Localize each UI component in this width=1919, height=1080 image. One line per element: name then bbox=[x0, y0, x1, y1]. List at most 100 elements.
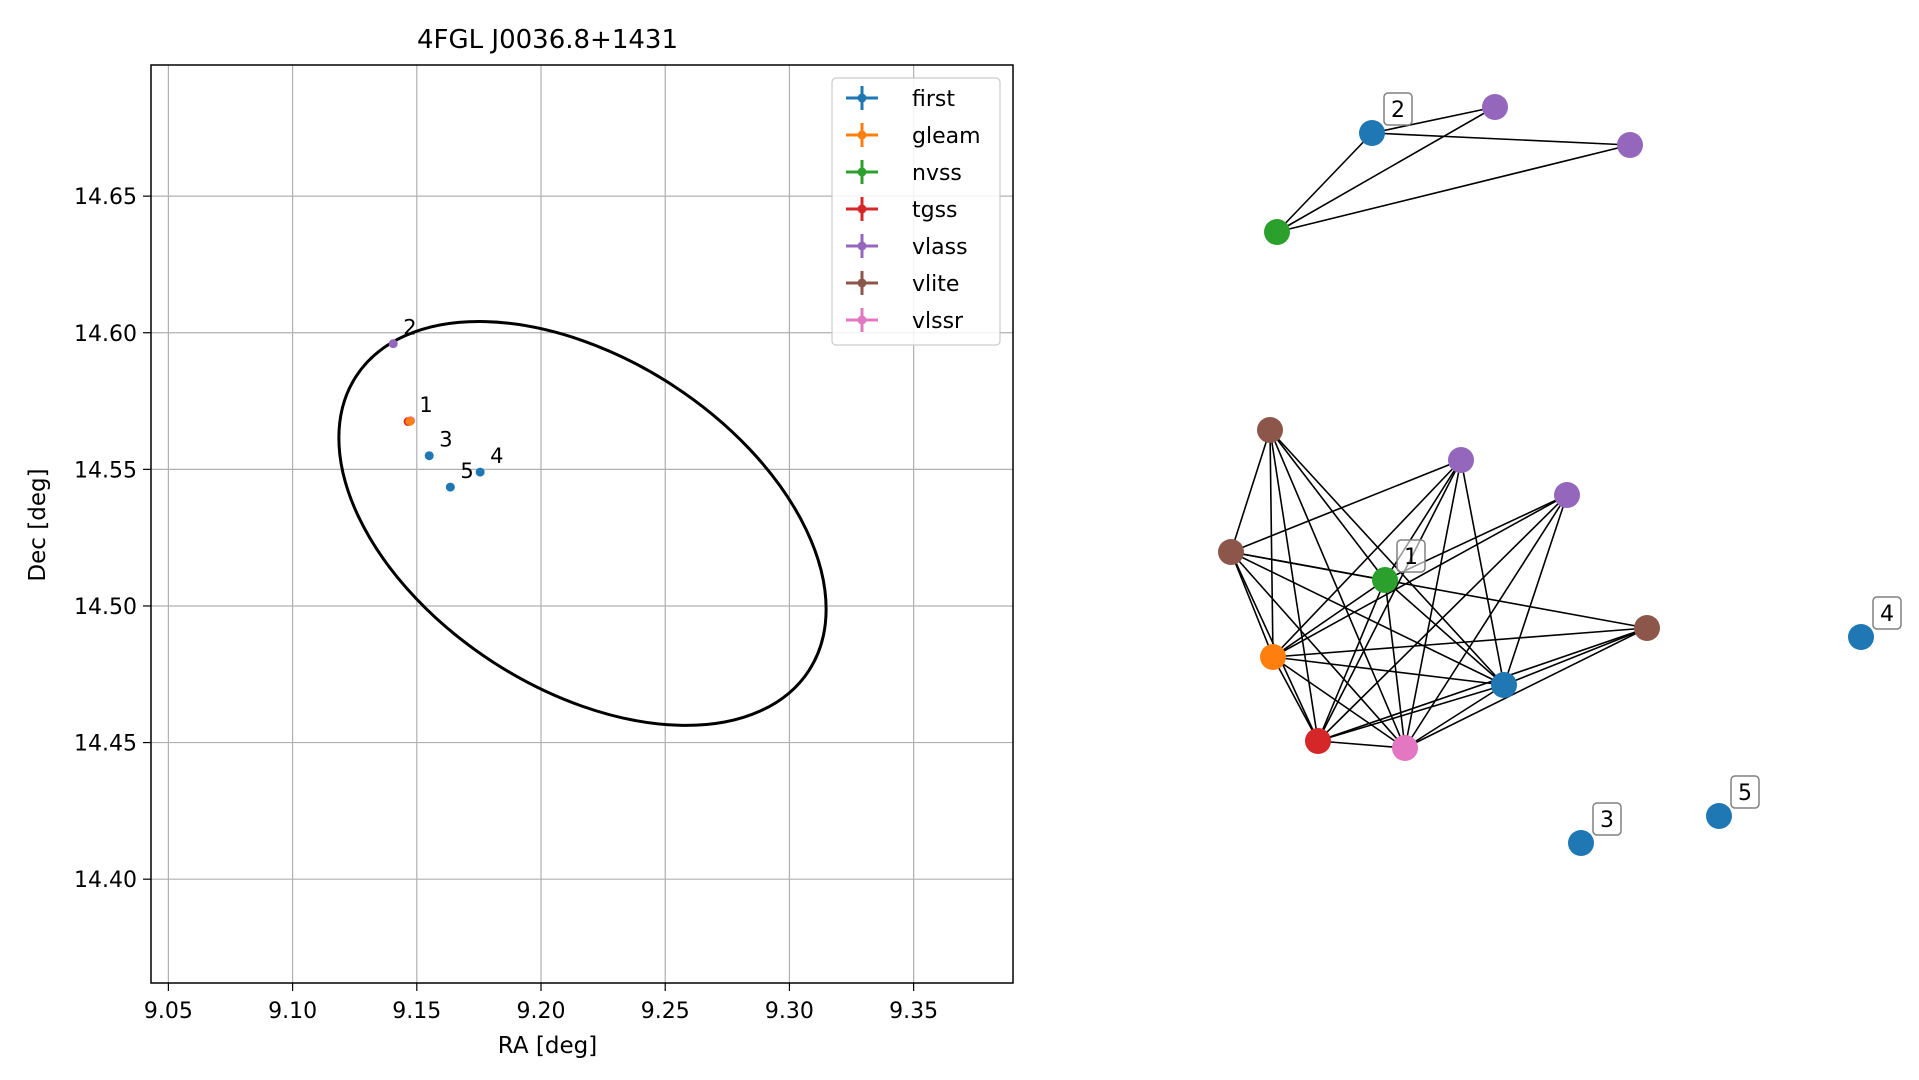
network-label: 3 bbox=[1592, 802, 1622, 836]
data-point bbox=[475, 467, 485, 477]
network-label: 4 bbox=[1872, 596, 1902, 630]
y-tick-label: 14.65 bbox=[74, 185, 137, 210]
network-edge bbox=[1269, 429, 1386, 581]
network-node bbox=[1257, 417, 1283, 443]
legend-entry: vlite bbox=[846, 271, 959, 297]
network-node bbox=[1554, 482, 1580, 508]
legend-marker bbox=[857, 241, 867, 251]
network-node bbox=[1848, 624, 1874, 650]
network-node bbox=[1372, 567, 1398, 593]
network-node bbox=[1305, 728, 1331, 754]
network-edge bbox=[1404, 459, 1462, 749]
network-edge bbox=[1276, 106, 1496, 233]
network-edge bbox=[1317, 627, 1648, 742]
network-node bbox=[1617, 132, 1643, 158]
network-edge bbox=[1272, 627, 1648, 658]
network-edge bbox=[1503, 627, 1648, 686]
network-edge bbox=[1404, 494, 1568, 749]
x-axis-ticks: 9.05 9.10 9.15 9.20 9.25 9.30 9.35 bbox=[144, 983, 938, 1024]
network-edge bbox=[1272, 579, 1386, 658]
point-label: 4 bbox=[490, 444, 503, 468]
network-edge bbox=[1272, 656, 1505, 686]
x-tick-label: 9.30 bbox=[765, 999, 814, 1024]
scatter-panel: 2 13 45 9.05 9.10 9.15 9.20 9.25 9.30 9.35 14.40… bbox=[25, 25, 1014, 1059]
network-edge bbox=[1371, 132, 1631, 146]
x-tick-label: 9.15 bbox=[392, 999, 441, 1024]
legend-marker bbox=[857, 167, 867, 177]
legend-marker bbox=[857, 93, 867, 103]
network-nodes bbox=[1218, 94, 1874, 856]
x-tick-label: 9.35 bbox=[889, 999, 938, 1024]
x-axis-label: RA [deg] bbox=[498, 1033, 597, 1059]
network-label-text: 4 bbox=[1880, 602, 1894, 627]
network-label-box bbox=[1730, 775, 1760, 809]
network-node bbox=[1491, 672, 1517, 698]
data-point bbox=[388, 339, 398, 349]
network-edge bbox=[1272, 494, 1568, 658]
legend-marker bbox=[857, 315, 867, 325]
data-point bbox=[424, 451, 434, 461]
data-points bbox=[388, 339, 485, 492]
chart-title: 4FGL J0036.8+1431 bbox=[417, 25, 678, 55]
legend-marker bbox=[857, 204, 867, 214]
legend-marker bbox=[857, 278, 867, 288]
network-edge bbox=[1317, 740, 1406, 749]
legend-entry: vlssr bbox=[846, 308, 964, 334]
legend-label: first bbox=[912, 87, 955, 112]
point-labels: 2 13 45 bbox=[403, 316, 503, 483]
legend-entry: nvss bbox=[846, 160, 962, 186]
legend-entry: gleam bbox=[846, 123, 981, 149]
network-edge bbox=[1317, 579, 1386, 742]
network-edge bbox=[1384, 579, 1505, 686]
network-edge bbox=[1272, 656, 1406, 749]
network-label-text: 1 bbox=[1404, 545, 1418, 570]
network-labels: 2 1 4 5 3 bbox=[1383, 92, 1902, 836]
legend-label: tgss bbox=[912, 198, 958, 223]
network-edges bbox=[1230, 106, 1648, 749]
network-node bbox=[1706, 803, 1732, 829]
network-edge bbox=[1404, 684, 1505, 749]
axes-frame bbox=[150, 64, 1014, 984]
network-edge bbox=[1230, 459, 1462, 553]
network-edge bbox=[1460, 459, 1505, 686]
network-node bbox=[1448, 447, 1474, 473]
network-label: 1 bbox=[1396, 539, 1426, 573]
network-edge bbox=[1371, 106, 1496, 134]
network-node bbox=[1568, 830, 1594, 856]
network-label-box bbox=[1592, 802, 1622, 836]
network-label: 2 bbox=[1383, 92, 1413, 126]
network-node bbox=[1392, 735, 1418, 761]
network-edge bbox=[1404, 627, 1648, 749]
network-edge bbox=[1317, 494, 1568, 742]
network-edge bbox=[1276, 144, 1631, 233]
network-edge bbox=[1272, 656, 1319, 742]
network-node bbox=[1260, 644, 1286, 670]
legend-label: nvss bbox=[912, 161, 962, 186]
y-tick-label: 14.55 bbox=[74, 458, 137, 483]
network-edge bbox=[1317, 459, 1462, 742]
y-tick-label: 14.45 bbox=[74, 732, 137, 757]
y-axis-label: Dec [deg] bbox=[25, 468, 51, 581]
network-label-text: 3 bbox=[1600, 808, 1614, 833]
uncertainty-ellipse bbox=[337, 320, 828, 727]
network-edge bbox=[1230, 551, 1406, 749]
x-tick-label: 9.20 bbox=[517, 999, 566, 1024]
network-edge bbox=[1269, 429, 1319, 742]
point-label: 1 bbox=[419, 393, 432, 417]
point-label: 2 bbox=[403, 316, 416, 340]
y-tick-label: 14.50 bbox=[74, 595, 137, 620]
legend: first gleam nvss tgss vlass vlite vlssr bbox=[831, 77, 1001, 346]
network-node bbox=[1482, 94, 1508, 120]
network-node bbox=[1264, 219, 1290, 245]
network-edge bbox=[1230, 551, 1505, 686]
x-tick-label: 9.05 bbox=[144, 999, 193, 1024]
network-label-text: 2 bbox=[1391, 98, 1405, 123]
uncertainty-ellipse-group bbox=[337, 320, 828, 727]
point-label: 5 bbox=[460, 459, 473, 483]
y-tick-label: 14.40 bbox=[74, 868, 137, 893]
legend-label: vlass bbox=[912, 235, 968, 260]
legend-entry: tgss bbox=[846, 197, 958, 223]
network-edge bbox=[1317, 684, 1505, 742]
network-node bbox=[1359, 120, 1385, 146]
